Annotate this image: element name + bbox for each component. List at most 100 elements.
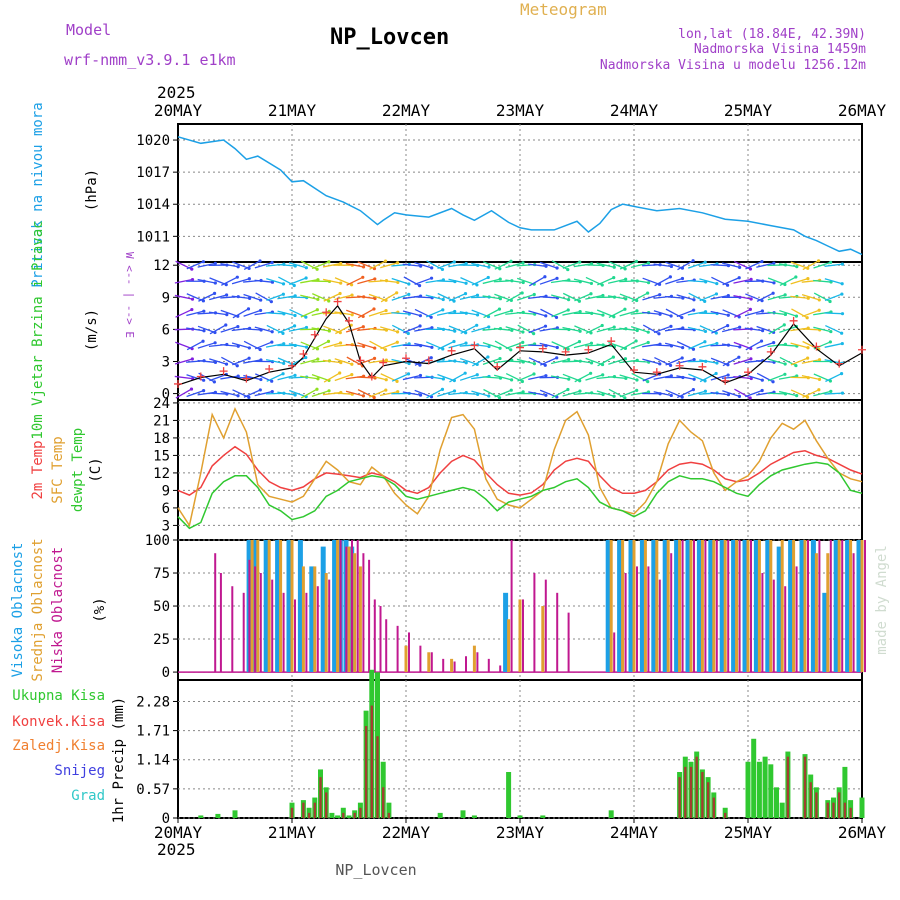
wind-arrow-head: [566, 308, 570, 312]
wind-arrow-head: [281, 292, 285, 296]
wind-gust-marker: [630, 366, 638, 375]
cloud-mid-bar: [803, 540, 807, 673]
ytick-label-pressure: 1020: [136, 133, 170, 149]
wind-arrow: [597, 277, 614, 286]
wind-arrow: [767, 392, 786, 395]
location-text: lon,lat (18.84E, 42.39N): [678, 27, 866, 42]
cloud-mid-bar: [655, 540, 659, 673]
wind-arrow-head: [714, 292, 719, 296]
cloud-low-bar: [408, 632, 410, 673]
wind-arrow: [459, 357, 478, 366]
ytick-label-temperature: 21: [153, 413, 170, 429]
wind-arrow-head: [293, 373, 297, 377]
wind-arrow-head: [760, 388, 764, 393]
wind-arrow-head: [463, 371, 467, 375]
ytick-label-temperature: 9: [162, 483, 170, 499]
wind-arrow: [642, 324, 660, 335]
wind-arrow: [745, 260, 763, 270]
wind-arrow: [197, 278, 216, 284]
precip-total-bar: [346, 815, 352, 818]
wind-arrow-head: [202, 378, 206, 382]
wind-arrow: [232, 357, 250, 366]
wind-arrow-head: [680, 395, 684, 399]
wind-arrow-head: [327, 389, 331, 393]
wind-arrow-head: [623, 357, 628, 361]
cloud-high-bar: [263, 540, 269, 673]
precip-conv-bar: [678, 777, 681, 818]
wind-arrow: [551, 294, 569, 301]
wind-arrow: [288, 262, 307, 269]
wind-arrow-head: [635, 309, 639, 313]
wind-arrow: [346, 309, 364, 318]
wind-arrow-head: [646, 291, 650, 295]
wind-arrow-head: [293, 313, 297, 318]
wind-gust-marker: [265, 364, 274, 373]
wind-arrow: [391, 312, 410, 315]
wind-arrow: [494, 293, 512, 301]
cloud-mid-bar: [427, 652, 431, 673]
wind-arrow-head: [282, 342, 286, 346]
wind-arrow-head: [532, 332, 536, 336]
wind-arrow: [357, 308, 375, 319]
cloud-low-bar: [345, 546, 348, 673]
wind-arrow-head: [839, 371, 844, 376]
xtick-label-bottom: 20MAY: [154, 823, 203, 842]
wind-arrow-head: [269, 300, 273, 304]
wind-arrow: [322, 262, 341, 268]
wind-arrow-head: [714, 331, 718, 335]
wind-arrow-head: [520, 291, 524, 295]
wind-arrow-head: [213, 261, 217, 265]
wind-arrow: [402, 310, 421, 317]
wind-arrow-head: [258, 347, 262, 352]
wind-arrow-head: [509, 348, 513, 352]
wind-arrow: [243, 389, 261, 398]
year-top: 2025: [157, 83, 196, 102]
wind-arrow-head: [213, 281, 217, 285]
wind-arrow: [459, 374, 478, 381]
wind-arrow-head: [396, 390, 400, 394]
wind-arrow-head: [794, 314, 799, 318]
wind-arrow: [175, 308, 193, 318]
wind-arrow-head: [840, 282, 844, 286]
wind-arrow-head: [372, 395, 376, 400]
precip-ylabel-total: Ukupna Kisa: [12, 688, 105, 704]
wind-arrow-head: [498, 346, 502, 350]
cloud-low-bar: [636, 566, 638, 673]
wind-arrow-head: [498, 356, 502, 361]
wind-arrow-head: [601, 313, 605, 317]
wind-unit: (m/s): [84, 309, 100, 351]
wind-arrow: [300, 309, 318, 318]
wind-arrow: [459, 392, 478, 396]
wind-arrow-head: [202, 389, 206, 393]
wind-arrow: [277, 310, 296, 317]
cloud-mid-bar: [279, 540, 283, 673]
wind-arrow-head: [463, 292, 468, 296]
precip-total-bar: [386, 802, 392, 818]
wind-arrow-head: [281, 282, 286, 286]
wind-arrow-head: [681, 346, 685, 350]
cloud-low-bar: [351, 540, 353, 673]
wind-arrow-head: [805, 316, 809, 320]
cloud-low-bar: [282, 592, 285, 673]
wind-arrow-head: [406, 331, 410, 336]
wind-arrow: [449, 372, 466, 383]
wind-arrow: [220, 309, 239, 317]
xtick-label-top: 26MAY: [838, 101, 887, 120]
wind-arrow: [767, 294, 786, 301]
ytick-label-wind: 6: [162, 322, 170, 338]
precip-ylabel-snow: Snijeg: [54, 763, 105, 779]
wind-arrow: [654, 276, 671, 287]
temp-sfc-line: [177, 406, 863, 528]
wind-arrow: [619, 293, 637, 302]
cloud-high-bar: [286, 540, 292, 673]
wind-arrow: [209, 324, 227, 335]
wind-arrow: [505, 341, 523, 350]
wind-arrow: [710, 310, 729, 316]
wind-arrow: [300, 358, 318, 365]
cloud-high-bar: [788, 540, 794, 673]
precip-conv-bar: [689, 766, 693, 818]
wind-arrow-head: [304, 276, 308, 280]
wind-arrow: [825, 373, 842, 383]
wind-arrow: [745, 389, 763, 398]
wind-arrow: [733, 358, 752, 365]
